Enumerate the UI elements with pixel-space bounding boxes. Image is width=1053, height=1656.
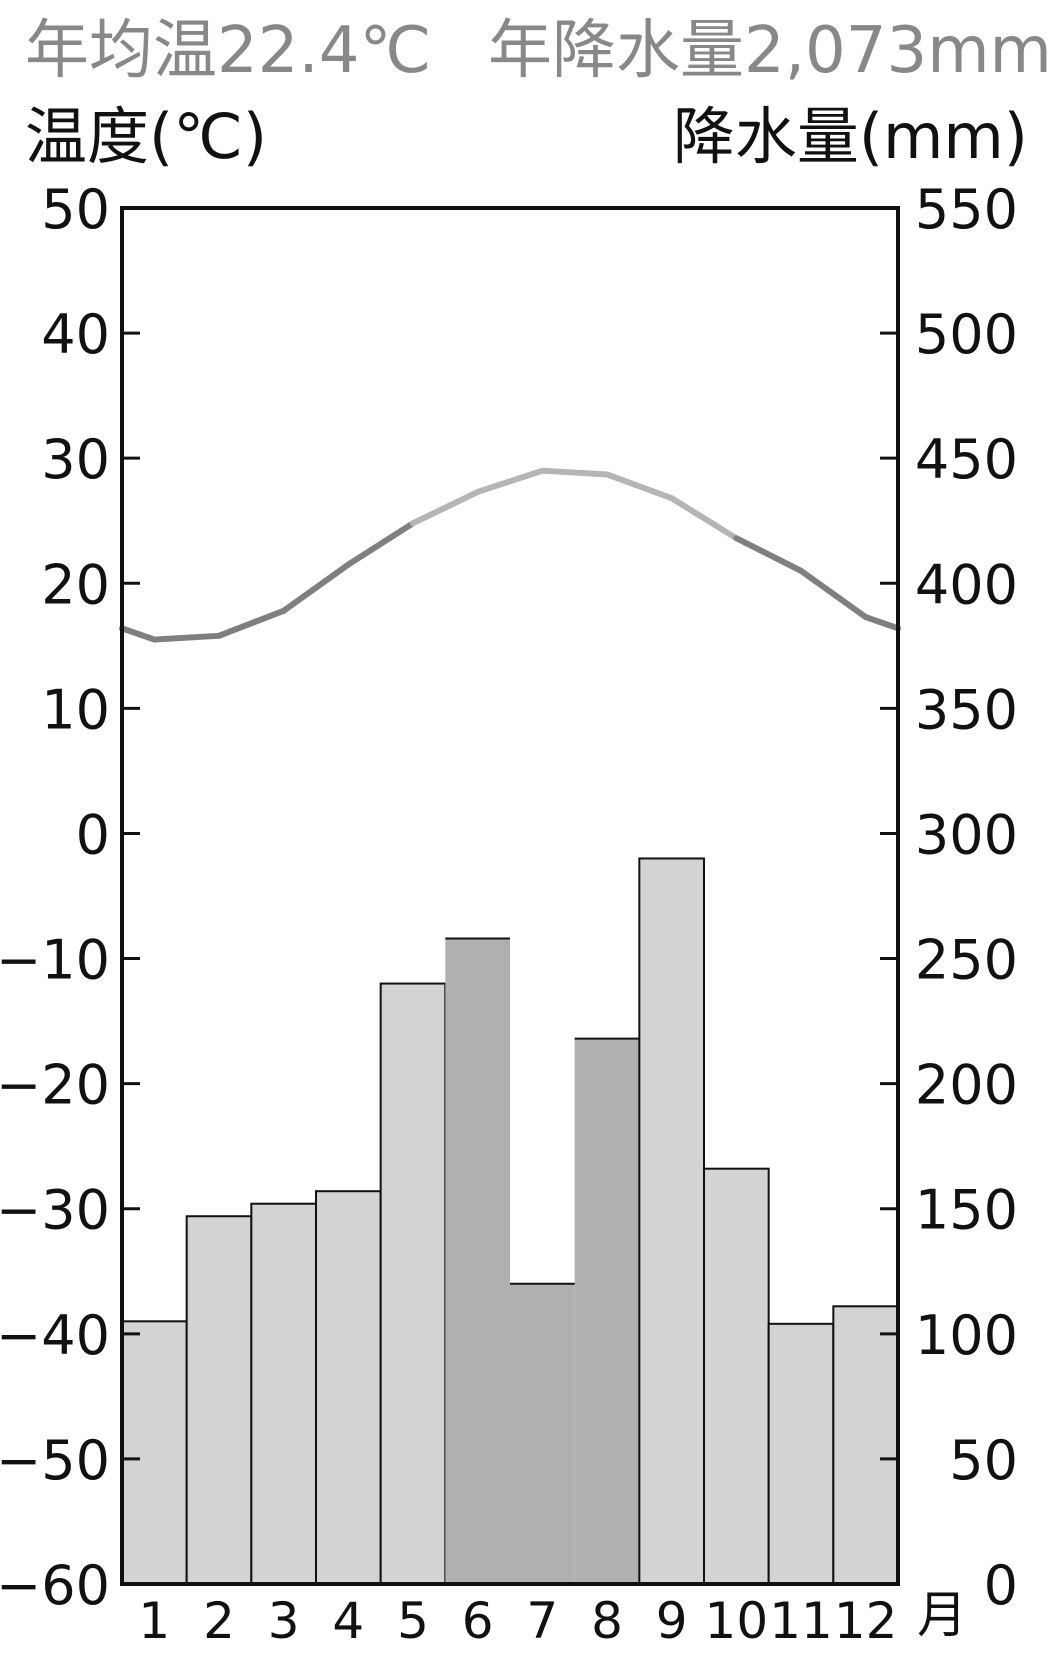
temperature-axis: 50 40 30 20 10 0 −10 −20 −30 −40 −50 −60: [0, 178, 140, 1617]
month-label-2: 2: [203, 1592, 235, 1650]
temperature-segment-6: [474, 467, 546, 495]
temperature-tick-label: −40: [0, 1304, 110, 1367]
precipitation-bar-8: [574, 1038, 640, 1584]
annual-precipitation-summary: 年降水量2,073mm: [488, 14, 1052, 88]
month-label-6: 6: [462, 1592, 494, 1650]
temperature-tick-label: 20: [41, 553, 110, 616]
month-unit-label: 月: [917, 1586, 967, 1644]
temperature-tick-label: 50: [41, 178, 110, 241]
precipitation-tick-label: 550: [915, 178, 1018, 241]
precipitation-bar-5: [379, 982, 447, 1585]
month-label-5: 5: [397, 1592, 429, 1650]
precipitation-bar-7: [510, 1283, 575, 1584]
precipitation-bar-3: [250, 1202, 317, 1585]
precipitation-tick-label: 150: [915, 1179, 1018, 1242]
precipitation-bar-1: [121, 1320, 188, 1585]
temperature-segment-1: [151, 632, 222, 643]
month-label-7: 7: [526, 1592, 558, 1650]
temperature-segment-8: [604, 471, 675, 502]
precipitation-tick-label: 250: [915, 929, 1018, 992]
temperature-segment-0: [119, 625, 158, 643]
precipitation-tick-label: 400: [915, 553, 1018, 616]
month-label-12: 12: [834, 1592, 898, 1650]
precipitation-tick-label: 50: [949, 1429, 1018, 1492]
month-label-10: 10: [705, 1592, 769, 1650]
precipitation-tick-label: 100: [915, 1304, 1018, 1367]
temperature-segment-9: [668, 495, 740, 542]
month-label-9: 9: [656, 1592, 688, 1650]
temperature-segment-10: [733, 535, 804, 574]
precipitation-bar-4: [315, 1190, 382, 1586]
annual-temperature-summary: 年均温22.4℃: [25, 14, 431, 88]
temperature-segment-2: [216, 607, 287, 639]
precipitation-bar-11: [767, 1322, 835, 1585]
temperature-segment-5: [410, 488, 481, 527]
temperature-segment-12: [862, 614, 901, 632]
temperature-tick-label: 30: [41, 428, 110, 491]
temperature-tick-label: 0: [76, 803, 110, 866]
precipitation-tick-label: 300: [915, 803, 1018, 866]
temperature-segment-3: [280, 561, 352, 614]
temperature-tick-label: 10: [41, 678, 110, 741]
temperature-axis-title: 温度(℃): [25, 100, 267, 173]
temperature-tick-label: −60: [0, 1554, 110, 1617]
temperature-segment-4: [345, 520, 416, 568]
precipitation-tick-label: 350: [915, 678, 1018, 741]
precipitation-bar-2: [185, 1215, 253, 1586]
month-label-11: 11: [769, 1592, 833, 1650]
month-axis: 1 2 3 4 5 6 7 8 9 10 11 12: [138, 1592, 897, 1650]
precipitation-tick-label: 200: [915, 1054, 1018, 1117]
temperature-segment-11: [798, 567, 869, 621]
precipitation-tick-label: 450: [915, 428, 1018, 491]
temperature-tick-label: −10: [0, 929, 110, 992]
precipitation-bar-9: [638, 857, 705, 1585]
temperature-line: [119, 467, 901, 643]
temperature-tick-label: −20: [0, 1054, 110, 1117]
precipitation-bar-10: [703, 1167, 770, 1586]
month-label-1: 1: [138, 1592, 170, 1650]
precipitation-tick-label: 500: [915, 303, 1018, 366]
temperature-segment-7: [539, 467, 610, 478]
precipitation-bar-6: [445, 938, 510, 1584]
temperature-tick-label: −30: [0, 1179, 110, 1242]
month-label-4: 4: [332, 1592, 364, 1650]
plot-frame: [120, 206, 900, 1586]
month-label-8: 8: [591, 1592, 623, 1650]
temperature-tick-label: 40: [41, 303, 110, 366]
precipitation-axis-title: 降水量(mm): [673, 100, 1028, 173]
precipitation-bars: [121, 857, 899, 1586]
precipitation-tick-label: 0: [984, 1554, 1018, 1617]
temperature-tick-label: −50: [0, 1429, 110, 1492]
precipitation-bar-12: [832, 1305, 899, 1586]
month-label-3: 3: [268, 1592, 300, 1650]
